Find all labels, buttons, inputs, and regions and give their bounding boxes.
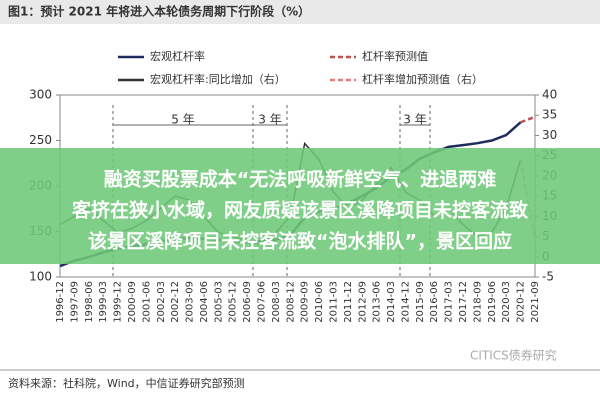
x-tick-label: 2004-06 — [199, 281, 210, 323]
legend-label: 杠杆率预测值 — [362, 49, 428, 63]
x-tick-label: 1996-12 — [55, 281, 66, 323]
x-tick-label: 2012-09 — [357, 281, 368, 323]
y2-tick-label: 40 — [542, 88, 557, 102]
x-tick-label: 2019-06 — [487, 281, 498, 323]
legend-label: 宏观杠杆率:同比增加（右） — [150, 72, 286, 86]
x-tick-label: 2007-06 — [257, 281, 268, 323]
x-tick-label: 2005-12 — [228, 281, 239, 323]
x-tick-label: 1999-03 — [98, 281, 109, 323]
x-tick-label: 2008-03 — [271, 281, 282, 323]
x-tick-label: 2011-03 — [328, 281, 339, 323]
y2-tick-label: -5 — [542, 270, 554, 284]
source: 资料来源：社科院，Wind，中信证券研究部预测 — [8, 376, 245, 390]
x-tick-label: 2005-03 — [213, 281, 224, 323]
chart-title: 图1：预计 2021 年将进入本轮债务周期下行阶段（%） — [8, 4, 310, 19]
y-tick-label: 100 — [29, 270, 52, 284]
x-tick-label: 2016-06 — [429, 281, 440, 323]
x-tick-label: 1998-06 — [84, 281, 95, 323]
x-tick-label: 2014-03 — [386, 281, 397, 323]
y2-tick-label: 35 — [542, 108, 557, 122]
x-tick-label: 2015-09 — [415, 281, 426, 323]
x-tick-label: 1999-12 — [113, 281, 124, 323]
x-tick-label: 2008-12 — [285, 281, 296, 323]
x-tick-label: 2013-06 — [372, 281, 383, 323]
x-tick-label: 2001-06 — [141, 281, 152, 323]
y-tick-label: 250 — [29, 133, 52, 147]
series-line — [520, 115, 536, 124]
x-tick-label: 2018-09 — [472, 281, 483, 323]
x-tick-label: 2002-03 — [156, 281, 167, 323]
y-tick-label: 300 — [29, 88, 52, 102]
overlay-text: 客挤在狭小水域，网友质疑该景区溪降项目未控客流致 — [72, 199, 529, 222]
x-tick-label: 2003-09 — [185, 281, 196, 323]
legend-label: 宏观杠杆率 — [150, 49, 205, 63]
annotation: 3 年 — [258, 113, 281, 127]
x-tick-label: 2006-09 — [242, 281, 253, 323]
x-tick-label: 2017-03 — [444, 281, 455, 323]
annotation: 5 年 — [171, 113, 194, 127]
legend-label: 杠杆率增加预测值（右） — [362, 72, 483, 86]
x-tick-label: 2000-09 — [127, 281, 138, 323]
x-tick-label: 2010-06 — [314, 281, 325, 323]
x-tick-label: 2017-12 — [458, 281, 469, 323]
x-tick-label: 1997-09 — [69, 281, 80, 323]
title-bar — [0, 0, 600, 24]
x-tick-label: 2021-09 — [530, 281, 541, 323]
x-tick-label: 2020-03 — [501, 281, 512, 323]
watermark: CITICS债券研究 — [470, 348, 557, 363]
x-tick-label: 2014-12 — [400, 281, 411, 323]
overlay-text: 该景区溪降项目未控客流致“泡水排队”，景区回应 — [88, 230, 512, 253]
overlay-band — [0, 148, 600, 264]
overlay-text: 融资买股票成本“无法呼吸新鲜空气、进退两难 — [104, 168, 497, 191]
y2-tick-label: 30 — [542, 128, 557, 142]
x-tick-label: 2002-12 — [170, 281, 181, 323]
x-tick-label: 2011-12 — [343, 281, 354, 323]
x-tick-label: 2009-09 — [300, 281, 311, 323]
annotation: 3 年 — [403, 113, 426, 127]
x-tick-label: 2020-12 — [516, 281, 527, 323]
